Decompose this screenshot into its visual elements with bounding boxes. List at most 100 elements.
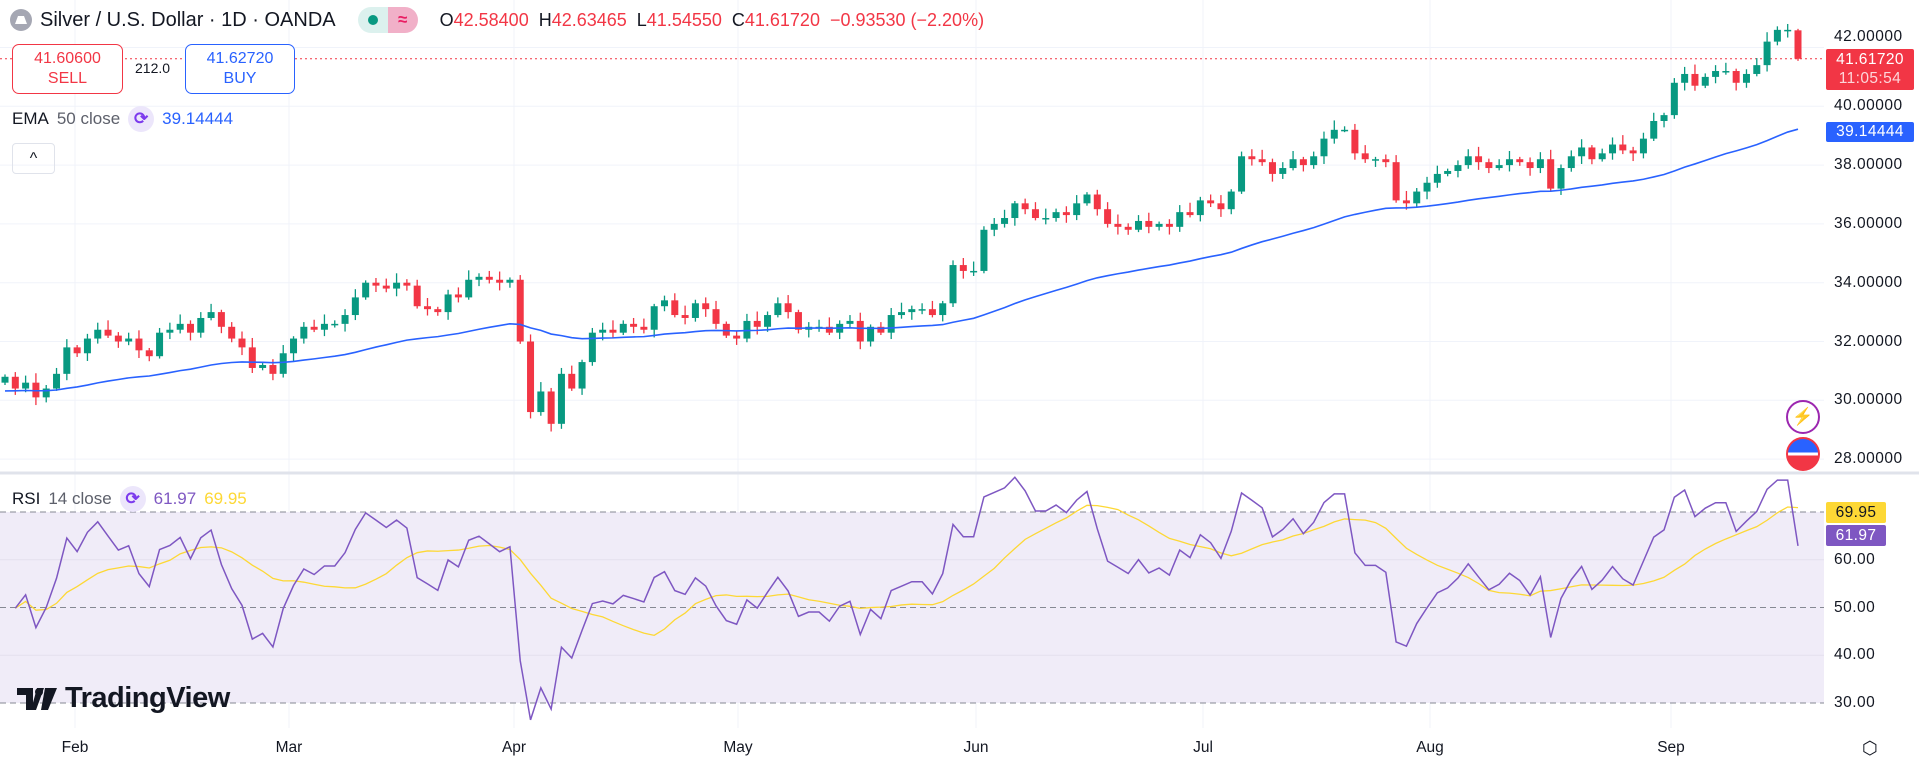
- candle-body: [774, 303, 782, 316]
- candle-body: [176, 323, 184, 330]
- candle-body: [1073, 203, 1081, 216]
- refresh-icon[interactable]: ⟳: [128, 106, 155, 132]
- candle-body: [1124, 226, 1132, 230]
- spread-value: 212.0: [135, 60, 171, 76]
- candle-body: [1619, 144, 1627, 151]
- ohlc-high: H42.63465: [538, 9, 627, 30]
- candle-body: [269, 365, 277, 374]
- candle-body: [22, 382, 30, 389]
- ema-name: EMA: [12, 109, 49, 128]
- buy-label: BUY: [223, 70, 257, 87]
- candle-body: [1670, 82, 1678, 116]
- candle-body: [702, 303, 710, 310]
- candle-body: [619, 323, 627, 333]
- candle-body: [1536, 159, 1544, 169]
- candle-body: [1031, 209, 1039, 219]
- candle-body: [908, 309, 916, 313]
- candle-body: [887, 315, 895, 333]
- us-flag-icon[interactable]: [1786, 437, 1820, 471]
- price-tick: 30.00000: [1834, 391, 1903, 409]
- candle-body: [259, 365, 267, 368]
- candle-body: [454, 294, 462, 298]
- tradingview-logo-icon: [17, 687, 57, 710]
- ema-price-tag: 39.14444: [1826, 122, 1914, 142]
- candle-body: [1598, 153, 1606, 160]
- symbol-title[interactable]: Silver / U.S. Dollar · 1D · OANDA: [40, 8, 336, 31]
- candle-body: [1165, 223, 1173, 227]
- candle-body: [1742, 73, 1750, 83]
- candle-body: [630, 323, 638, 327]
- candle-body: [1629, 150, 1637, 154]
- collapse-legend-button[interactable]: ^: [12, 143, 55, 174]
- candle-body: [1351, 129, 1359, 154]
- candle-body: [300, 326, 308, 339]
- rsi-legend[interactable]: RSI 14 close ⟳ 61.97 69.95: [12, 486, 247, 512]
- candle-body: [156, 332, 164, 357]
- candle-body: [877, 326, 885, 333]
- status-pill[interactable]: ≈: [357, 7, 418, 33]
- candle-body: [825, 326, 833, 333]
- candle-body: [970, 270, 978, 273]
- price-tick: 34.00000: [1834, 273, 1903, 291]
- candle-body: [506, 279, 514, 283]
- candle-body: [42, 388, 50, 398]
- candle-body: [145, 350, 153, 357]
- candle-body: [712, 309, 720, 324]
- candle-body: [733, 335, 741, 339]
- candle-body: [527, 341, 535, 413]
- rsi-tag: 61.97: [1826, 525, 1886, 546]
- candle-body: [238, 338, 246, 348]
- candle-body: [94, 329, 102, 339]
- buy-button[interactable]: 41.62720 BUY: [185, 44, 295, 94]
- candle-body: [63, 347, 71, 374]
- candle-body: [928, 309, 936, 316]
- settings-eye-icon[interactable]: ⬡: [1862, 738, 1878, 758]
- ema-legend[interactable]: EMA 50 close ⟳ 39.14444: [12, 106, 233, 132]
- candle-body: [537, 391, 545, 413]
- candle-body: [1444, 170, 1452, 174]
- time-tick: Aug: [1416, 739, 1444, 756]
- price-tick: 38.00000: [1834, 156, 1903, 174]
- candle-body: [516, 279, 524, 342]
- candle-body: [73, 347, 81, 354]
- rsi-value: 61.97: [153, 489, 197, 508]
- candle-body: [382, 285, 390, 289]
- candle-body: [764, 315, 772, 327]
- sell-button[interactable]: 41.60600 SELL: [12, 44, 123, 94]
- candle-body: [1341, 129, 1349, 132]
- candle-body: [1423, 182, 1431, 192]
- candle-body: [1021, 203, 1029, 210]
- candle-body: [671, 300, 679, 316]
- candle-body: [1361, 153, 1369, 160]
- candle-body: [1238, 156, 1246, 192]
- candle-body: [949, 265, 957, 304]
- rsi-tick: 40.00: [1834, 646, 1876, 664]
- candle-body: [1505, 159, 1513, 166]
- bar-countdown: 11:05:54: [1838, 70, 1902, 87]
- candle-body: [1609, 144, 1617, 154]
- candle-body: [331, 323, 339, 326]
- candle-body: [1784, 29, 1792, 32]
- candle-body: [1145, 220, 1153, 227]
- candle-body: [475, 276, 483, 280]
- refresh-icon[interactable]: ⟳: [119, 486, 146, 512]
- chevron-up-icon: ^: [29, 149, 38, 167]
- market-open-icon: [357, 7, 388, 33]
- candle-body: [465, 279, 473, 298]
- candle-body: [918, 309, 926, 311]
- candle-body: [557, 373, 565, 424]
- ema-value: 39.14444: [162, 109, 234, 128]
- chart-header: Silver / U.S. Dollar · 1D · OANDA ≈ O42.…: [10, 6, 984, 34]
- candle-body: [722, 323, 730, 336]
- candle-body: [1753, 65, 1761, 74]
- candle-body: [568, 373, 576, 389]
- sell-label: SELL: [47, 70, 88, 87]
- candle-body: [228, 326, 236, 339]
- lightning-icon[interactable]: ⚡: [1786, 400, 1820, 434]
- candle-body: [1794, 30, 1802, 59]
- candle-body: [867, 326, 875, 342]
- time-tick: Apr: [501, 739, 527, 756]
- candle-body: [1567, 156, 1575, 169]
- candle-body: [1268, 162, 1276, 174]
